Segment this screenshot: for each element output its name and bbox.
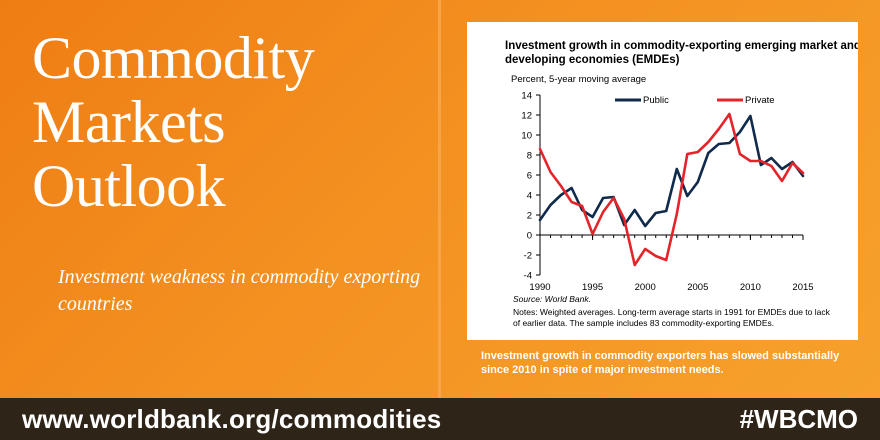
website-link[interactable]: www.worldbank.org/commodities <box>22 404 442 434</box>
chart-caption: Investment growth in commodity exporters… <box>481 350 840 376</box>
title-line-2: Markets <box>32 89 226 155</box>
chart-title-line-2: developing economies (EMDEs) <box>505 54 680 66</box>
legend-private-label: Private <box>745 95 775 106</box>
vertical-divider <box>438 0 441 398</box>
chart-axes: -4 -2 0 2 4 6 8 10 12 14 1990 1995 2000 2005 2010 2015 <box>521 91 813 294</box>
chart-card: Investment growth in commodity-exporting… <box>467 22 858 340</box>
legend-public-label: Public <box>643 95 669 106</box>
y-tick-label: -2 <box>524 251 532 262</box>
y-tick-label: 4 <box>527 191 532 202</box>
y-tick-label: 10 <box>521 131 532 142</box>
y-tick-label: 14 <box>521 91 532 102</box>
report-title: Commodity Markets Outlook <box>32 26 432 218</box>
x-tick-label: 2005 <box>687 282 708 293</box>
x-tick-label: 2000 <box>635 282 656 293</box>
title-line-3: Outlook <box>32 153 226 219</box>
x-tick-label: 1990 <box>529 282 550 293</box>
y-tick-label: 12 <box>521 111 532 122</box>
y-tick-label: -4 <box>524 271 532 282</box>
series-line-private <box>538 112 805 267</box>
chart-source: Source: World Bank. <box>513 294 591 304</box>
chart-notes-line-2: of earlier data. The sample includes 83 … <box>513 318 774 328</box>
chart-title-line-1: Investment growth in commodity-exporting… <box>505 40 858 52</box>
x-tick-label: 2010 <box>740 282 761 293</box>
report-subtitle: Investment weakness in commodity exporti… <box>58 266 421 315</box>
chart-notes-line-1: Notes: Weighted averages. Long-term aver… <box>513 307 831 317</box>
chart-series <box>538 112 805 267</box>
line-chart: Investment growth in commodity-exporting… <box>505 40 858 328</box>
y-tick-label: 0 <box>527 231 532 242</box>
series-line-public <box>538 114 805 228</box>
footer-bar: www.worldbank.org/commodities #WBCMO <box>0 398 880 440</box>
x-tick-label: 2015 <box>792 282 813 293</box>
hashtag[interactable]: #WBCMO <box>739 404 858 434</box>
title-line-1: Commodity <box>32 25 315 91</box>
y-tick-label: 2 <box>527 211 532 222</box>
y-axis-label: Percent, 5-year moving average <box>511 74 646 85</box>
legend: Public Private <box>615 95 775 106</box>
x-tick-label: 1995 <box>582 282 603 293</box>
y-tick-label: 6 <box>527 171 532 182</box>
y-tick-label: 8 <box>527 151 532 162</box>
